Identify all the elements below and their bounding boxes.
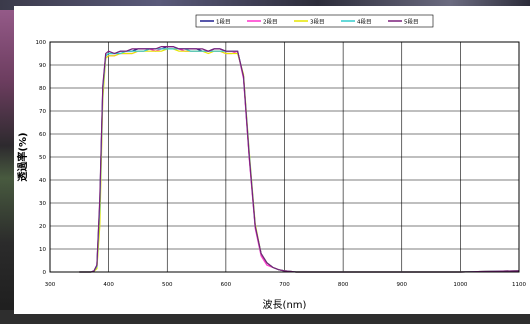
y-tick-label: 60 [39,132,46,138]
background-strip-top [0,0,530,10]
y-tick-label: 100 [36,40,47,46]
y-tick-label: 0 [43,270,47,276]
legend-label: 5段目 [404,18,419,26]
series-line-1 [79,45,520,273]
x-tick-label: 500 [162,282,173,288]
x-tick-label: 1100 [512,282,526,288]
y-tick-label: 50 [39,155,46,161]
series-lines [79,45,520,273]
legend: 1段目 2段目 3段目 4段目 5段目 [195,14,434,28]
legend-label: 4段目 [357,18,372,26]
y-tick-label: 30 [39,201,46,207]
y-axis-label: 透過率(%) [16,132,29,181]
y-tick-label: 90 [39,63,46,69]
series-line-2 [79,48,520,273]
plot-frame [49,41,520,273]
y-tick-label: 70 [39,109,46,115]
x-tick-label: 700 [279,282,290,288]
background-strip-left [0,0,14,324]
x-tick-label: 600 [221,282,232,288]
x-axis-label: 波長(nm) [263,298,307,311]
x-tick-label: 800 [338,282,349,288]
legend-label: 1段目 [216,18,231,26]
legend-label: 2段目 [263,18,278,26]
x-tick-label: 400 [103,282,114,288]
series-line-3 [79,48,520,273]
x-tick-label: 900 [397,282,408,288]
legend-box [195,14,434,28]
chart-panel: 1段目 2段目 3段目 4段目 5段目 0 10 20 30 40 50 60 70 80 90 100 30… [14,6,530,314]
x-tick-label: 300 [45,282,56,288]
series-line-4 [79,48,520,273]
legend-label: 3段目 [310,18,325,26]
y-tick-label: 40 [39,178,46,184]
y-tick-label: 10 [39,247,46,253]
transmittance-chart: 1段目 2段目 3段目 4段目 5段目 0 10 20 30 40 50 60 70 80 90 100 30… [16,14,527,311]
grid [50,42,519,272]
series-line-5 [79,45,520,273]
y-tick-label: 80 [39,86,46,92]
axes: 0 10 20 30 40 50 60 70 80 90 100 300 400 500 600 700 800… [36,40,527,288]
x-tick-label: 1000 [453,282,467,288]
y-tick-label: 20 [39,224,46,230]
